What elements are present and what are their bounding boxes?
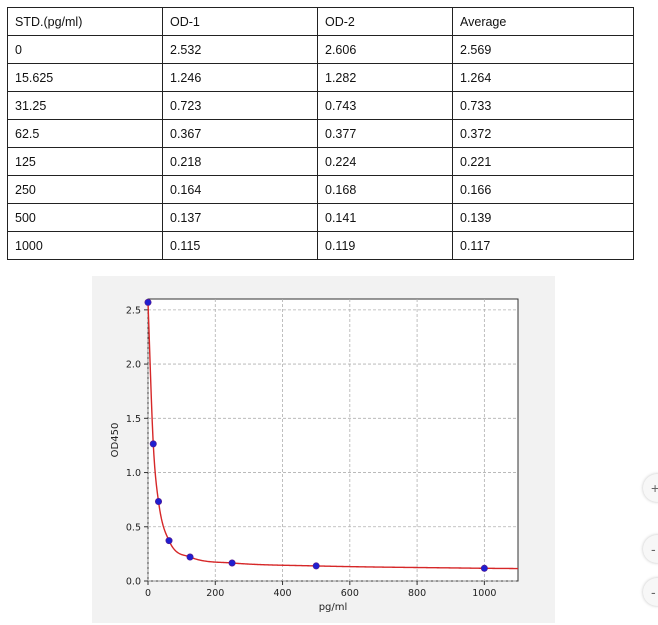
table-row: 0 2.532 2.606 2.569 bbox=[7, 35, 634, 64]
table-cell: 62.5 bbox=[7, 119, 163, 148]
table-row: 15.625 1.246 1.282 1.264 bbox=[7, 63, 634, 92]
table-header-cell: Average bbox=[452, 7, 634, 36]
table-cell: 0.224 bbox=[317, 147, 453, 176]
table-cell: 0.743 bbox=[317, 91, 453, 120]
data-point bbox=[228, 559, 236, 567]
table-cell: 0.115 bbox=[162, 231, 318, 260]
table-cell: 0 bbox=[7, 35, 163, 64]
y-tick-label: 0.5 bbox=[126, 522, 141, 533]
x-tick-label: 200 bbox=[206, 588, 224, 599]
fit-curve-line bbox=[147, 302, 519, 570]
table-cell: 0.377 bbox=[317, 119, 453, 148]
table-cell: 1.246 bbox=[162, 63, 318, 92]
table-cell: 500 bbox=[7, 203, 163, 232]
plus-icon: + bbox=[651, 480, 658, 496]
zoom-out-button[interactable]: - bbox=[643, 535, 658, 563]
data-point bbox=[165, 537, 173, 545]
chart-svg: 0 200 400 600 800 1000 0.0 0.5 1.0 1.5 2.0 2.5 pg/m… bbox=[110, 298, 519, 613]
table-cell: 250 bbox=[7, 175, 163, 204]
axis-ticks: 0 200 400 600 800 1000 0.0 0.5 1.0 1.5 2.0 2.5 bbox=[126, 305, 497, 599]
table-cell: 0.372 bbox=[452, 119, 634, 148]
data-point bbox=[480, 564, 488, 572]
table-row: 62.5 0.367 0.377 0.372 bbox=[7, 119, 634, 148]
table-cell: 2.569 bbox=[452, 35, 634, 64]
data-point bbox=[155, 497, 163, 505]
table-body: STD.(pg/ml) OD-1 OD-2 Average 0 2.532 2.606 2.5… bbox=[7, 7, 634, 260]
table-cell: 125 bbox=[7, 147, 163, 176]
zoom-in-button[interactable]: + bbox=[643, 474, 658, 502]
table-cell: 0.168 bbox=[317, 175, 453, 204]
table-header-row: STD.(pg/ml) OD-1 OD-2 Average bbox=[7, 7, 634, 36]
table-cell: 0.733 bbox=[452, 91, 634, 120]
y-tick-label: 1.0 bbox=[126, 468, 141, 479]
fit-curve-layer bbox=[147, 302, 519, 570]
table-cell: 1.282 bbox=[317, 63, 453, 92]
y-tick-label: 1.5 bbox=[126, 414, 141, 425]
table-row: 31.25 0.723 0.743 0.733 bbox=[7, 91, 634, 120]
table-header-cell: STD.(pg/ml) bbox=[7, 7, 163, 36]
table-row: 500 0.137 0.141 0.139 bbox=[7, 203, 634, 232]
table-cell: 0.137 bbox=[162, 203, 318, 232]
x-tick-label: 800 bbox=[408, 588, 426, 599]
y-axis-title: OD450 bbox=[110, 423, 121, 458]
x-tick-label: 400 bbox=[273, 588, 291, 599]
table-cell: 2.606 bbox=[317, 35, 453, 64]
y-tick-label: 0.0 bbox=[126, 577, 141, 588]
table-cell: 0.221 bbox=[452, 147, 634, 176]
plot-area bbox=[147, 298, 519, 582]
table-row: 250 0.164 0.168 0.166 bbox=[7, 175, 634, 204]
table-cell: 31.25 bbox=[7, 91, 163, 120]
x-tick-label: 0 bbox=[145, 588, 151, 599]
minus-icon: - bbox=[651, 584, 656, 600]
table-cell: 0.367 bbox=[162, 119, 318, 148]
x-tick-label: 1000 bbox=[472, 588, 496, 599]
table-cell: 0.117 bbox=[452, 231, 634, 260]
table-cell: 0.119 bbox=[317, 231, 453, 260]
table-row: 125 0.218 0.224 0.221 bbox=[7, 147, 634, 176]
table-cell: 0.166 bbox=[452, 175, 634, 204]
table-row: 1000 0.115 0.119 0.117 bbox=[7, 231, 634, 260]
standard-curve-chart: 0 200 400 600 800 1000 0.0 0.5 1.0 1.5 2.0 2.5 pg/m… bbox=[92, 276, 555, 623]
table-cell: 0.141 bbox=[317, 203, 453, 232]
minus-icon: - bbox=[651, 541, 656, 557]
data-point bbox=[186, 553, 194, 561]
table-cell: 0.218 bbox=[162, 147, 318, 176]
x-tick-label: 600 bbox=[341, 588, 359, 599]
data-point bbox=[312, 562, 320, 570]
table-header-cell: OD-1 bbox=[162, 7, 318, 36]
table-cell: 1000 bbox=[7, 231, 163, 260]
table-header-cell: OD-2 bbox=[317, 7, 453, 36]
grid-lines bbox=[147, 299, 518, 582]
data-point bbox=[144, 298, 152, 306]
table-cell: 0.139 bbox=[452, 203, 634, 232]
data-points bbox=[144, 298, 488, 572]
y-tick-label: 2.0 bbox=[126, 360, 141, 371]
table-cell: 2.532 bbox=[162, 35, 318, 64]
y-tick-label: 2.5 bbox=[126, 305, 141, 316]
data-point bbox=[149, 440, 157, 448]
table-cell: 0.723 bbox=[162, 91, 318, 120]
table-cell: 1.264 bbox=[452, 63, 634, 92]
x-axis-title: pg/ml bbox=[319, 602, 348, 613]
reset-button[interactable]: - bbox=[643, 578, 658, 606]
standard-table: STD.(pg/ml) OD-1 OD-2 Average 0 2.532 2.606 2.5… bbox=[7, 7, 634, 260]
table-cell: 0.164 bbox=[162, 175, 318, 204]
table-cell: 15.625 bbox=[7, 63, 163, 92]
